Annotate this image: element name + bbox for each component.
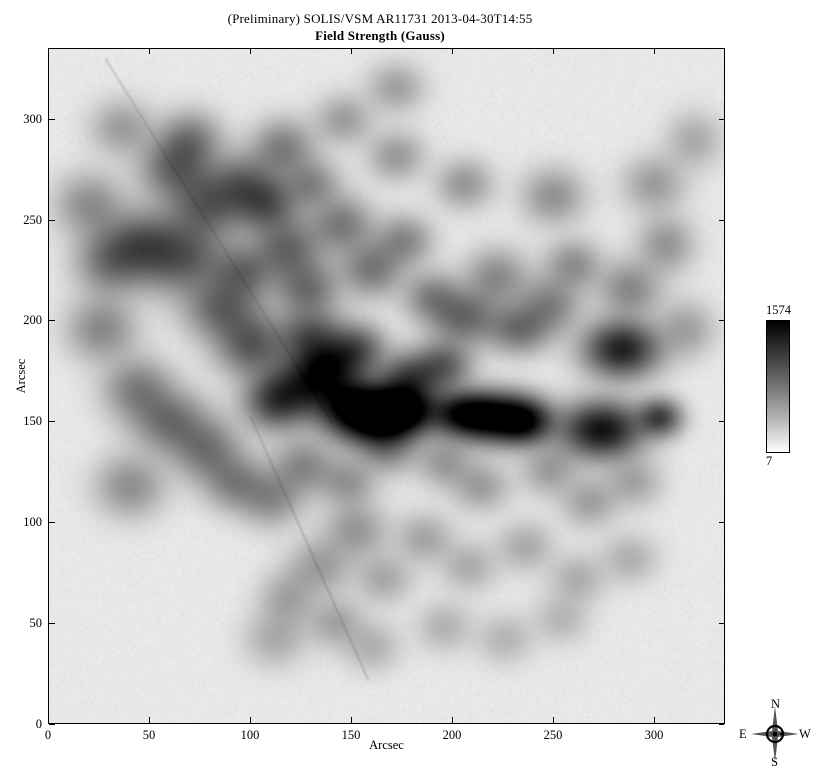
colorbar-max-label: 1574 [766, 303, 791, 317]
compass-rose: N S E W [735, 698, 815, 770]
colorbar [766, 320, 790, 453]
x-tick-mark-top [351, 49, 352, 54]
x-tick-mark [250, 717, 251, 723]
compass-star-icon [751, 706, 799, 762]
x-tick-label: 50 [142, 728, 156, 742]
y-tick-label: 100 [23, 514, 42, 529]
compass-west-label: W [799, 727, 811, 741]
colorbar-min-label: 7 [766, 454, 773, 468]
y-tick-mark-right [719, 220, 724, 221]
x-tick-mark [48, 717, 49, 723]
y-tick-mark [49, 119, 55, 120]
x-tick-label: 300 [644, 728, 664, 742]
y-tick-mark-right [719, 623, 724, 624]
y-tick-label: 150 [23, 413, 42, 428]
x-tick-mark-top [48, 49, 49, 54]
figure-title: (Preliminary) SOLIS/VSM AR11731 2013-04-… [0, 10, 760, 44]
y-tick-mark [49, 421, 55, 422]
colorbar-gradient [766, 320, 790, 453]
x-tick-mark-top [149, 49, 150, 54]
x-tick-mark [149, 717, 150, 723]
compass-south-label: S [771, 755, 778, 769]
y-tick-label: 250 [23, 212, 42, 227]
y-tick-label: 0 [35, 716, 42, 731]
y-tick-mark [49, 320, 55, 321]
y-tick-label: 50 [29, 615, 43, 630]
compass-north-label: N [771, 697, 781, 711]
y-tick-mark [49, 724, 55, 725]
x-tick-mark-top [452, 49, 453, 54]
y-tick-label: 300 [23, 111, 42, 126]
y-tick-mark-right [719, 421, 724, 422]
x-tick-mark [654, 717, 655, 723]
y-tick-mark-right [719, 119, 724, 120]
title-line-2: Field Strength (Gauss) [315, 28, 445, 43]
y-tick-mark [49, 522, 55, 523]
x-tick-label: 250 [543, 728, 563, 742]
magnetogram-image [49, 49, 724, 723]
y-tick-mark [49, 220, 55, 221]
y-tick-label: 200 [23, 312, 42, 327]
y-tick-mark-right [719, 320, 724, 321]
x-axis-title: Arcsec [369, 738, 404, 752]
x-tick-mark [351, 717, 352, 723]
x-tick-mark-top [553, 49, 554, 54]
x-tick-label: 0 [44, 728, 52, 742]
y-tick-mark [49, 623, 55, 624]
x-tick-mark-top [250, 49, 251, 54]
x-tick-label: 200 [442, 728, 462, 742]
y-tick-mark-right [719, 522, 724, 523]
x-tick-label: 150 [341, 728, 361, 742]
title-line-1: (Preliminary) SOLIS/VSM AR11731 2013-04-… [227, 11, 533, 26]
x-tick-mark-top [654, 49, 655, 54]
y-axis-title: Arcsec [13, 358, 28, 394]
x-tick-label: 100 [240, 728, 260, 742]
x-tick-mark [553, 717, 554, 723]
compass-east-label: E [739, 727, 747, 741]
y-tick-mark-right [719, 724, 724, 725]
x-tick-mark [452, 717, 453, 723]
plot-area [48, 48, 725, 724]
